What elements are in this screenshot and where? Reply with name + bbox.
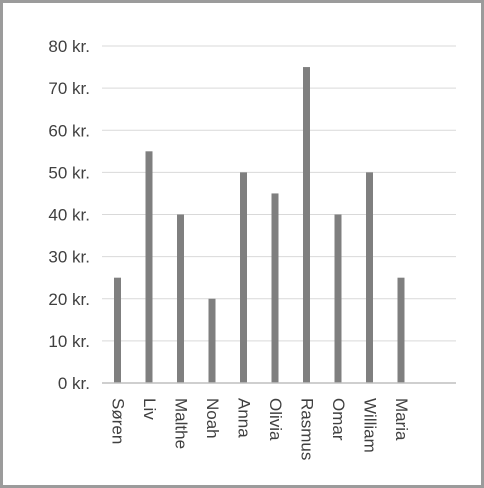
x-category-label: Maria — [392, 398, 411, 441]
y-tick-label: 80 kr. — [48, 37, 90, 56]
x-category-label: Liv — [140, 398, 159, 420]
x-category-label: Malthe — [172, 398, 191, 449]
bar-maria — [398, 278, 405, 383]
y-tick-label: 60 kr. — [48, 121, 90, 140]
y-tick-label: 30 kr. — [48, 248, 90, 267]
x-category-label: Olivia — [266, 398, 285, 441]
bar-søren — [114, 278, 121, 383]
y-tick-label: 50 kr. — [48, 163, 90, 182]
bar-anna — [240, 172, 247, 383]
x-category-label: Søren — [109, 398, 128, 444]
x-category-label: Omar — [329, 398, 348, 441]
bars — [114, 67, 405, 383]
y-tick-label: 70 kr. — [48, 79, 90, 98]
bar-olivia — [272, 193, 279, 383]
bar-liv — [146, 151, 153, 383]
x-category-label: Anna — [235, 398, 254, 438]
bar-malthe — [177, 215, 184, 384]
x-category-label: Noah — [203, 398, 222, 439]
y-tick-label: 20 kr. — [48, 290, 90, 309]
y-axis-tick-labels: 0 kr. 10 kr. 20 kr. 30 kr. 40 kr. 50 kr. 60 kr… — [48, 37, 90, 393]
bar-rasmus — [303, 67, 310, 383]
x-axis-category-labels: Søren Liv Malthe Noah Anna Olivia Rasmus Omar Wi… — [109, 398, 412, 460]
y-tick-label: 40 kr. — [48, 206, 90, 225]
y-tick-label: 10 kr. — [48, 332, 90, 351]
y-tick-label: 0 kr. — [58, 374, 90, 393]
bar-william — [366, 172, 373, 383]
x-category-label: Rasmus — [298, 398, 317, 460]
bar-omar — [335, 215, 342, 384]
bar-noah — [209, 299, 216, 383]
x-category-label: William — [361, 398, 380, 453]
